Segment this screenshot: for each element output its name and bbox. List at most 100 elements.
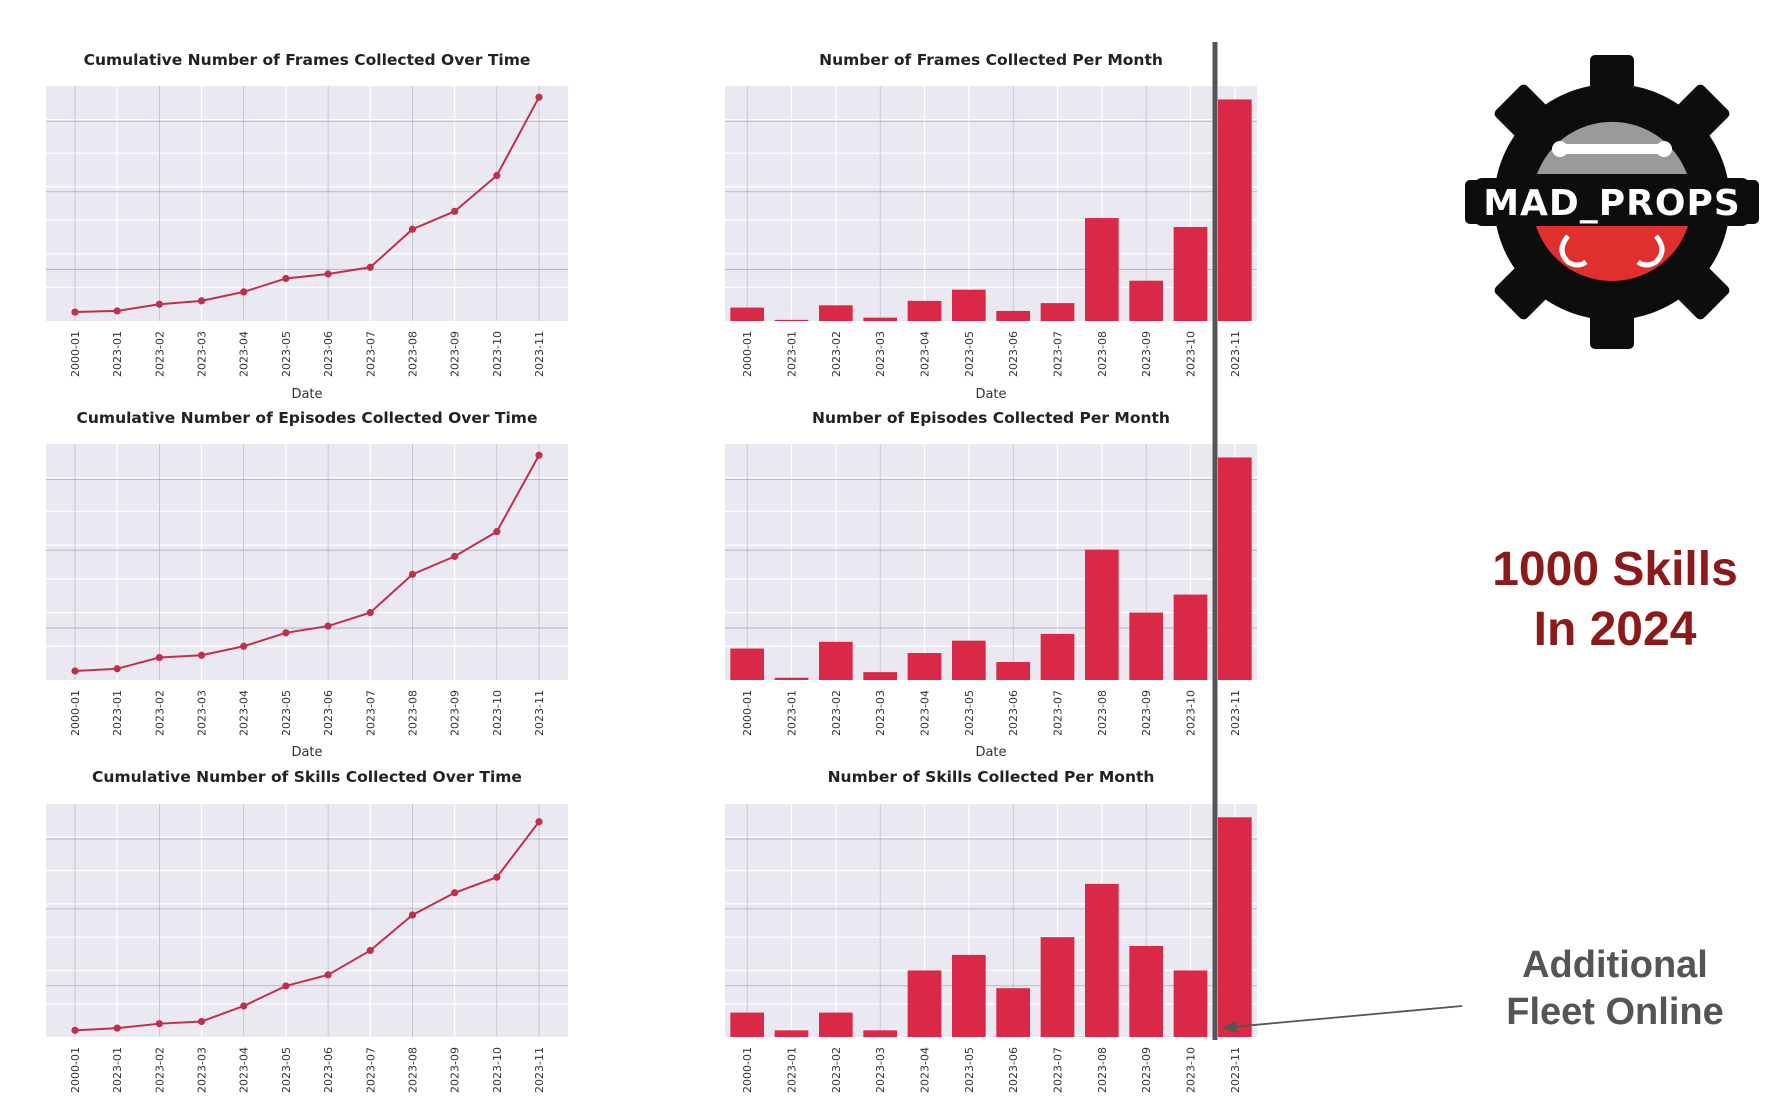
bar	[818, 641, 853, 680]
bar	[1217, 817, 1252, 1037]
x-tick-label: 2023-08	[406, 331, 419, 377]
plot-area	[725, 86, 1257, 321]
bar	[1084, 549, 1119, 680]
x-tick-label: 2023-09	[449, 1047, 462, 1093]
x-tick-label: 2023-11	[533, 1047, 546, 1093]
logo-text: MAD_PROPS	[1483, 183, 1741, 224]
x-tick-label: 2023-11	[1229, 331, 1242, 377]
bar	[1040, 633, 1075, 680]
data-point	[282, 982, 290, 990]
x-tick-label: 2023-02	[830, 331, 843, 377]
data-point	[155, 300, 163, 308]
data-point	[451, 207, 459, 215]
x-tick-label: 2000-01	[741, 331, 754, 377]
bar	[863, 317, 898, 321]
x-tick-label: 2023-10	[491, 690, 504, 736]
bar	[951, 640, 986, 680]
x-tick-label: 2023-10	[491, 331, 504, 377]
x-tick-label: 2023-07	[1052, 690, 1065, 736]
x-tick-label: 2023-08	[1096, 690, 1109, 736]
bar	[1084, 218, 1119, 321]
bar	[1084, 883, 1119, 1037]
data-point	[155, 653, 163, 662]
x-tick-label: 2000-01	[69, 690, 82, 736]
data-point	[324, 971, 332, 979]
x-tick-label: 2023-04	[919, 690, 932, 736]
data-point	[535, 93, 543, 101]
x-tick-label: 2023-03	[874, 1047, 887, 1093]
x-tick-label: 2023-06	[322, 1047, 335, 1093]
chart-2: Number of Frames Collected Per Month 2000…	[725, 51, 1257, 402]
data-point	[366, 946, 374, 955]
chart-title: Number of Frames Collected Per Month	[819, 51, 1163, 69]
chart-title: Cumulative Number of Frames Collected Ov…	[84, 51, 531, 69]
bar	[1173, 227, 1208, 321]
data-point	[71, 308, 79, 316]
x-tick-label: 2000-01	[69, 331, 82, 377]
data-point	[535, 818, 543, 826]
bar	[1173, 970, 1208, 1037]
x-tick-label: 2023-06	[322, 690, 335, 736]
chart-title: Cumulative Number of Episodes Collected …	[77, 409, 538, 427]
plot-area	[725, 804, 1257, 1037]
x-tick-label: 2023-02	[830, 1047, 843, 1093]
data-point	[240, 288, 248, 296]
data-point	[451, 552, 459, 560]
data-point	[408, 911, 417, 919]
x-tick-label: 2023-11	[533, 690, 546, 736]
x-tick-label: 2023-01	[786, 690, 799, 736]
x-axis-label: Date	[975, 387, 1006, 402]
x-tick-label: 2023-02	[153, 331, 166, 377]
x-tick-label: 2023-07	[1052, 331, 1065, 377]
annotation-arrow	[1231, 1005, 1463, 1028]
bar	[730, 1012, 765, 1037]
data-point	[113, 1024, 121, 1032]
x-tick-label: 2023-05	[963, 1047, 976, 1093]
bar	[907, 970, 942, 1037]
robot-eye-icon	[1552, 141, 1568, 157]
bar	[774, 1030, 809, 1037]
x-tick-label: 2023-08	[1096, 1047, 1109, 1093]
x-tick-label: 2023-10	[1185, 1047, 1198, 1093]
annotation-line-2: Fleet Online	[1506, 991, 1724, 1033]
headline: 1000 Skills In 2024	[1440, 540, 1790, 660]
x-tick-label: 2000-01	[69, 1047, 82, 1093]
x-tick-label: 2023-04	[238, 1047, 251, 1093]
chart-4: Number of Episodes Collected Per Month 20…	[725, 409, 1257, 760]
bar	[1217, 457, 1252, 680]
data-point	[113, 665, 121, 673]
x-tick-label: 2023-09	[1140, 1047, 1153, 1093]
x-tick-label: 2023-11	[533, 331, 546, 377]
bar	[1040, 303, 1075, 321]
x-tick-label: 2023-01	[786, 331, 799, 377]
x-tick-label: 2023-11	[1229, 690, 1242, 736]
logo-band	[1474, 178, 1750, 226]
x-tick-label: 2023-04	[919, 1047, 932, 1093]
data-point	[493, 171, 501, 180]
chart-title: Number of Skills Collected Per Month	[828, 768, 1155, 786]
series-line	[74, 454, 540, 673]
data-point	[71, 1026, 79, 1034]
x-tick-label: 2023-05	[963, 331, 976, 377]
bar	[907, 300, 942, 321]
bar	[951, 289, 986, 321]
x-tick-label: 2023-11	[1229, 1047, 1242, 1093]
x-tick-label: 2023-05	[280, 331, 293, 377]
x-tick-label: 2023-02	[153, 1047, 166, 1093]
data-point	[197, 651, 206, 659]
x-tick-label: 2023-08	[406, 1047, 419, 1093]
x-tick-label: 2023-02	[153, 690, 166, 736]
data-point	[535, 451, 543, 459]
x-tick-label: 2023-07	[364, 1047, 377, 1093]
x-tick-label: 2023-07	[1052, 1047, 1065, 1093]
bar	[951, 954, 986, 1037]
chart-3: Cumulative Number of Episodes Collected …	[46, 409, 568, 760]
series-line	[74, 96, 540, 314]
data-point	[366, 608, 374, 617]
wrench-icon	[1636, 234, 1665, 268]
chart-6: Number of Skills Collected Per Month 2000…	[725, 768, 1257, 1093]
wrench-icon	[1559, 234, 1588, 268]
x-tick-label: 2023-03	[196, 331, 209, 377]
data-point	[113, 307, 121, 315]
